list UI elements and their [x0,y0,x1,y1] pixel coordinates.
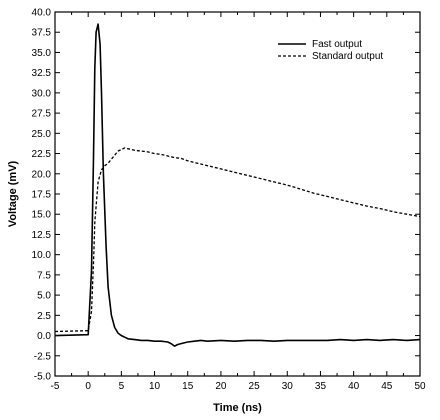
y-tick-label: 40.0 [32,8,52,19]
y-tick-label: 30.0 [32,88,52,99]
x-axis-title: Time (ns) [213,402,262,414]
y-axis-ticks: -5.0 -2.5 0.0 2.5 5.0 7.5 10.0 12.5 15.0 17.5 20.0… [32,8,420,383]
plot-frame [54,11,421,377]
x-tick-label: -5 [51,381,60,392]
y-tick-label: -2.5 [34,351,52,362]
y-tick-label: 32.5 [32,68,52,79]
x-tick-label: 20 [215,381,227,392]
x-tick-label: 45 [381,381,393,392]
legend-label: Standard output [312,51,383,62]
x-tick-label: 0 [85,381,91,392]
y-tick-label: 15.0 [32,210,52,221]
y-tick-label: 12.5 [32,230,52,241]
y-tick-label: 5.0 [37,291,51,302]
legend-label: Fast output [312,39,362,50]
series-line-fast-output [54,23,421,347]
y-tick-label: 17.5 [32,190,52,201]
y-tick-label: 0.0 [37,331,51,342]
y-tick-label: 25.0 [32,129,52,140]
x-tick-label: 25 [249,381,261,392]
y-axis-title: Voltage (mV) [7,160,19,227]
y-tick-label: 20.0 [32,169,52,180]
x-tick-label: 30 [282,381,294,392]
y-tick-label: 37.5 [32,28,52,39]
series-layer [54,23,421,347]
x-tick-label: 10 [149,381,161,392]
y-tick-label: 22.5 [32,149,52,160]
y-tick-label: 2.5 [37,311,51,322]
x-tick-label: 50 [414,381,426,392]
x-tick-label: 15 [182,381,194,392]
x-tick-label: 5 [119,381,125,392]
y-tick-label: -5.0 [34,372,52,383]
x-tick-label: 35 [315,381,327,392]
y-tick-label: 27.5 [32,109,52,120]
x-tick-label: 40 [348,381,360,392]
x-axis-ticks: -5 0 5 10 15 20 25 30 35 40 45 50 [51,12,426,392]
y-tick-label: 10.0 [32,250,52,261]
y-tick-label: 35.0 [32,48,52,59]
y-tick-label: 7.5 [37,270,51,281]
